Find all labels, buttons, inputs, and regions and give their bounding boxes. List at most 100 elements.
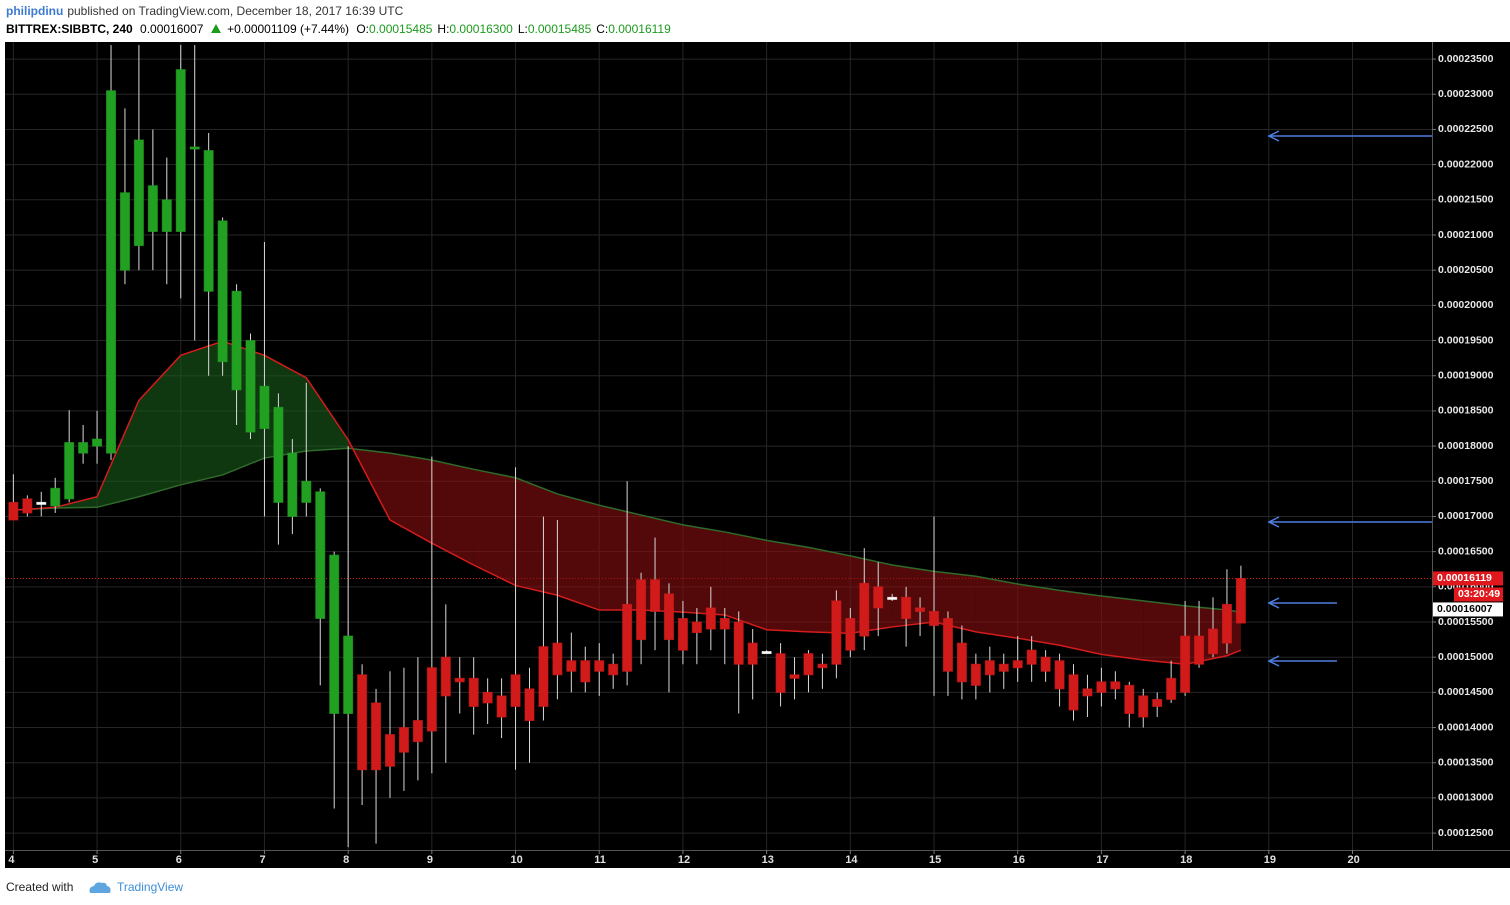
candle-body (384, 734, 395, 767)
y-tick-label: 0.00022500 (1438, 123, 1494, 135)
y-tick-label: 0.00020000 (1438, 299, 1494, 311)
candle-body (147, 185, 158, 232)
candle-body (929, 610, 940, 627)
cloud-fill (766, 540, 809, 632)
candle-body (468, 677, 479, 707)
candle-body (133, 139, 144, 247)
candle-body (175, 69, 186, 232)
price-tag (1433, 602, 1503, 617)
candle-body (691, 621, 702, 634)
grid-layer (5, 42, 1432, 850)
symbol: BITTREX:SIBBTC, 240 (6, 22, 133, 36)
ohlc-value: 0.00016300 (449, 22, 513, 36)
candle-body (106, 90, 117, 454)
candle-body (524, 688, 535, 722)
countdown-tag (1454, 587, 1503, 602)
cloud-fill (724, 531, 767, 630)
candle-body (970, 663, 981, 686)
cloud-fill (557, 493, 600, 611)
candle-body (231, 290, 242, 391)
y-tick-label: 0.00014500 (1438, 686, 1494, 698)
y-tick-label: 0.00016500 (1438, 545, 1494, 557)
cloud-fill (97, 400, 139, 508)
candle-body (1166, 677, 1177, 700)
footer-logo (89, 882, 111, 893)
candle-body (245, 340, 256, 433)
y-tick-label: 0.00023000 (1438, 88, 1494, 100)
x-tick-label: 11 (594, 854, 606, 866)
arrow-head (1267, 597, 1280, 609)
cloud-fill (306, 377, 349, 452)
y-tick-label: 0.00013000 (1438, 792, 1494, 804)
x-tick-label: 20 (1347, 854, 1359, 866)
candle-body (1082, 688, 1093, 697)
candle-body (566, 660, 577, 672)
candle-body (1235, 577, 1246, 624)
candle-body (454, 677, 465, 683)
candle-body (78, 442, 89, 454)
y-tick-label: 0.00015000 (1438, 651, 1494, 663)
cloud-fill (808, 547, 851, 634)
author[interactable]: philipdinu (6, 4, 64, 18)
annotations (1267, 130, 1432, 667)
arrow-head (1267, 655, 1280, 667)
y-tick-label: 0.00014000 (1438, 721, 1494, 733)
candle-body (1040, 656, 1051, 672)
symbol-legend: BITTREX:SIBBTC, 240 0.00016007 +0.000011… (6, 22, 680, 36)
candle-body (1096, 681, 1107, 693)
x-tick-label: 18 (1180, 854, 1192, 866)
candle-body (412, 720, 423, 743)
ohlc-label: C: (596, 22, 609, 36)
cloud-fill (975, 576, 1018, 639)
candle-body (915, 607, 926, 612)
candle-body (203, 150, 214, 292)
candle-body (357, 674, 368, 771)
candle-body (92, 438, 103, 447)
candle-body (859, 582, 870, 637)
arrow-head (1267, 516, 1280, 528)
price-change: +0.00001109 (+7.44%) (227, 22, 349, 36)
candle-body (217, 220, 228, 363)
candle-body (1138, 695, 1149, 718)
x-tick-label: 13 (762, 854, 774, 866)
cloud-fill (892, 565, 935, 627)
candle-body (733, 621, 744, 665)
candle-body (329, 554, 340, 714)
candle-body (887, 596, 898, 600)
candle-body (259, 385, 270, 430)
x-tick-label: 17 (1096, 854, 1108, 866)
publish-text: published on TradingView.com, December 1… (67, 4, 404, 18)
cloud-fill (850, 555, 893, 634)
cloud-fill (599, 505, 642, 611)
brand[interactable]: TradingView (117, 880, 184, 894)
candle-body (956, 642, 967, 683)
y-tick-label: 0.00017000 (1438, 510, 1494, 522)
candle-body (496, 695, 507, 718)
ohlc-values: O:0.00015485 H:0.00016300 L:0.00015485 C:0.… (356, 22, 675, 36)
cloud-fill (1101, 595, 1144, 661)
candle-body (1194, 635, 1205, 665)
ohlc-label: L: (517, 22, 528, 36)
footer: Created with TradingView (6, 880, 183, 894)
candle-body (440, 656, 451, 697)
price-tag-label: 0.00016007 (1437, 603, 1493, 615)
x-tick-label: 9 (427, 854, 433, 866)
candle-body (1012, 660, 1023, 669)
arrow-head (1267, 130, 1280, 142)
candle-body (1110, 681, 1121, 690)
cloud-fill (389, 453, 432, 544)
y-tick-label: 0.00017500 (1438, 475, 1494, 487)
candle-body (789, 674, 800, 679)
candle-body (161, 199, 172, 232)
y-tick-label: 0.00022000 (1438, 158, 1494, 170)
x-tick-label: 16 (1013, 854, 1025, 866)
countdown: 03:20:49 (1458, 588, 1500, 600)
candle-body (719, 617, 730, 630)
candle-body (426, 667, 437, 732)
ohlc-value: 0.00015485 (527, 22, 592, 36)
x-tick-label: 8 (343, 854, 349, 866)
cloud-fill (934, 571, 976, 632)
candle-body (64, 442, 75, 500)
